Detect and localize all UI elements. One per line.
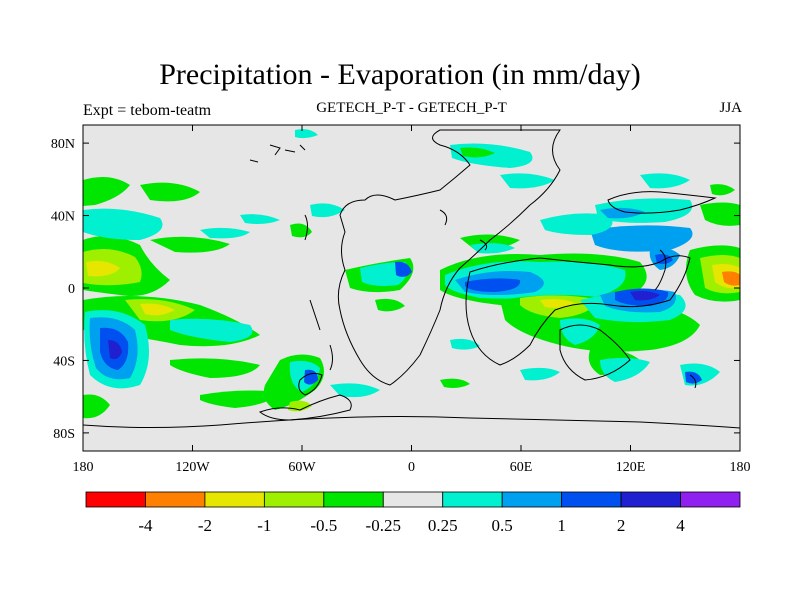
colorbar-swatch: [501, 491, 563, 508]
coastline: [304, 214, 333, 371]
pe-region: [465, 278, 521, 292]
pe-region: [440, 378, 470, 388]
pe-region: [170, 318, 253, 342]
colorbar-label: 0.25: [428, 516, 458, 535]
pe-region: [710, 184, 735, 196]
lat-tick-label: 40S: [53, 354, 75, 369]
colorbar-swatch: [442, 491, 503, 508]
lat-tick-label: 80N: [51, 137, 75, 152]
lon-tick-label: 120E: [616, 460, 646, 475]
pe-region: [560, 318, 600, 345]
colorbar-label: -0.25: [366, 516, 401, 535]
colorbar-label: -4: [138, 516, 153, 535]
pe-region: [140, 182, 200, 202]
lat-tick-label: 0: [68, 282, 75, 297]
colorbar-swatch: [620, 491, 681, 508]
pe-region: [310, 203, 345, 218]
colorbar-label: -1: [257, 516, 271, 535]
pe-region: [700, 202, 740, 226]
coastline: [249, 144, 306, 163]
coastline: [689, 374, 697, 389]
lat-tick-label: 80S: [53, 427, 75, 442]
pe-region: [640, 173, 690, 189]
colorbar-label: -0.5: [310, 516, 337, 535]
pe-region: [83, 176, 130, 206]
pe-region: [170, 358, 260, 378]
colorbar-swatch: [561, 491, 622, 508]
pe-anomaly-field: [83, 129, 740, 419]
pe-region: [108, 340, 122, 360]
pe-region: [140, 303, 175, 316]
pe-region: [722, 271, 740, 286]
coastline: [258, 394, 352, 421]
lon-tick-label: 180: [73, 460, 94, 475]
coastline: [559, 324, 631, 381]
pe-region: [500, 173, 555, 189]
coastline: [337, 129, 561, 386]
coastline: [465, 255, 691, 366]
pe-region: [200, 227, 250, 239]
colorbar-swatch: [323, 491, 384, 508]
colorbar-swatch: [85, 491, 146, 508]
colorbar-swatch: [145, 491, 206, 508]
pe-region: [200, 390, 280, 408]
coastlines: [83, 129, 740, 429]
pe-region: [600, 207, 645, 219]
pe-region: [240, 214, 280, 224]
lon-tick-label: 60E: [510, 460, 533, 475]
latitude-axis: 80N 40N 0 40S 80S: [51, 137, 740, 442]
pe-region: [150, 236, 230, 253]
lon-tick-label: 180: [730, 460, 751, 475]
colorbar-label: 2: [617, 516, 626, 535]
pe-region: [460, 147, 495, 158]
pe-region: [540, 213, 613, 235]
lon-tick-label: 60W: [288, 460, 316, 475]
experiment-label: Expt = tebom-teatm: [83, 102, 212, 119]
pe-region: [330, 383, 380, 398]
pe-region: [630, 291, 660, 301]
season-label: JJA: [719, 100, 742, 116]
pe-region: [395, 261, 412, 277]
pe-region: [295, 129, 318, 139]
dataset-label: GETECH_P-T - GETECH_P-T: [316, 100, 507, 116]
colorbar: -4 -2 -1 -0.5 -0.25 0.25 0.5 1 2 4: [85, 491, 741, 535]
plot-title: Precipitation - Evaporation (in mm/day): [159, 58, 641, 91]
lat-tick-label: 40N: [51, 210, 75, 225]
pe-region: [83, 208, 163, 240]
colorbar-label: 0.5: [492, 516, 513, 535]
coastline: [654, 249, 667, 291]
lon-tick-label: 120W: [175, 460, 210, 475]
colorbar-swatch: [263, 491, 325, 508]
map-background: [83, 125, 740, 451]
pe-region: [520, 367, 560, 381]
colorbar-label: 1: [557, 516, 566, 535]
colorbar-swatch: [204, 491, 265, 508]
pe-region: [450, 338, 480, 350]
pe-region: [600, 357, 650, 382]
pe-region: [83, 394, 110, 419]
lon-tick-label: 0: [408, 460, 415, 475]
colorbar-label: -2: [198, 516, 212, 535]
colorbar-swatch: [382, 491, 444, 508]
coastline: [298, 372, 323, 396]
pe-region: [590, 225, 693, 252]
colorbar-label: 4: [676, 516, 685, 535]
pe-region: [86, 260, 120, 277]
pe-region: [470, 243, 515, 254]
pe-region: [540, 299, 575, 308]
longitude-axis: 180 120W 60W 0 60E 120E 180: [73, 125, 751, 475]
pe-region: [375, 298, 405, 312]
coastline: [439, 209, 488, 251]
map-panel: [82, 124, 741, 452]
coastline: [607, 191, 717, 214]
colorbar-swatch: [680, 491, 741, 508]
coastline: [83, 416, 740, 429]
